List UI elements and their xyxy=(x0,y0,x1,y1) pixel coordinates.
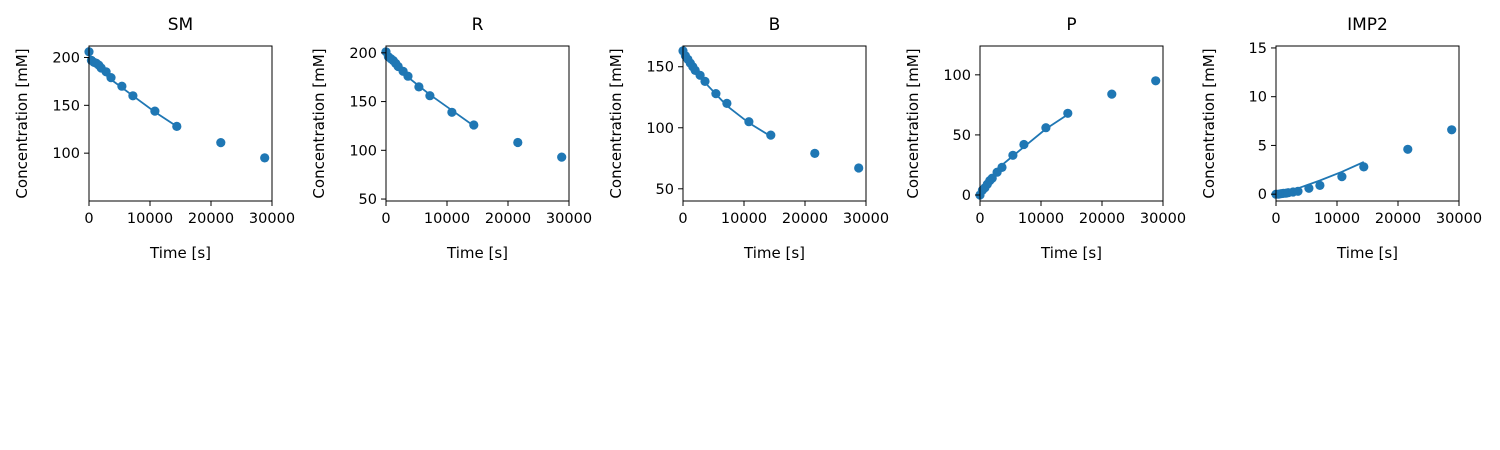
chart-panel-2: B 0 10000 20000 30000 50 100 150 Time [s] Concent… xyxy=(607,15,889,262)
data-point xyxy=(700,76,710,86)
data-point xyxy=(557,152,567,162)
data-point xyxy=(117,81,127,91)
data-point xyxy=(1041,123,1051,133)
chart-title: R xyxy=(472,15,484,35)
x-axis-label: Time [s] xyxy=(1040,244,1102,262)
data-point xyxy=(513,137,523,148)
data-point xyxy=(469,120,479,130)
y-tick-label: 150 xyxy=(52,98,80,114)
data-point xyxy=(722,98,732,108)
x-tick-label: 20000 xyxy=(1079,211,1125,227)
data-point xyxy=(1403,144,1413,154)
data-point xyxy=(1107,89,1117,99)
x-tick-label: 20000 xyxy=(782,211,828,227)
x-tick-label: 30000 xyxy=(843,211,889,227)
x-tick-label: 10000 xyxy=(721,211,767,227)
chart-title: SM xyxy=(168,15,193,35)
data-point xyxy=(1008,150,1018,160)
x-tick-label: 10000 xyxy=(1314,211,1360,227)
data-point xyxy=(1151,76,1161,86)
x-tick-label: 10000 xyxy=(424,211,470,227)
x-tick-label: 20000 xyxy=(1375,211,1421,227)
data-point xyxy=(1359,162,1369,172)
x-tick-label: 0 xyxy=(381,211,390,227)
x-tick-label: 20000 xyxy=(188,211,234,227)
y-axis-label: Concentration [mM] xyxy=(1200,48,1218,198)
data-point xyxy=(997,162,1007,172)
data-point xyxy=(810,148,820,158)
chart-panel-1: R 0 10000 20000 30000 50 100 150 200 Time [s] Conc… xyxy=(310,15,592,262)
data-point xyxy=(1304,183,1314,193)
data-point xyxy=(711,89,721,99)
data-point xyxy=(1315,180,1325,190)
y-tick-label: 0 xyxy=(962,188,971,204)
y-tick-label: 100 xyxy=(52,146,80,162)
data-point xyxy=(128,91,138,101)
y-tick-label: 150 xyxy=(349,95,377,111)
data-point xyxy=(1293,186,1303,196)
x-axis-label: Time [s] xyxy=(743,244,805,262)
data-point xyxy=(425,91,435,101)
y-tick-label: 50 xyxy=(953,128,971,144)
data-point xyxy=(106,73,116,83)
chart-title: P xyxy=(1066,15,1076,35)
y-axis-label: Concentration [mM] xyxy=(13,48,31,198)
data-point xyxy=(1447,125,1457,135)
y-tick-label: 100 xyxy=(943,68,971,84)
x-tick-label: 0 xyxy=(84,211,93,227)
x-axis-label: Time [s] xyxy=(446,244,508,262)
y-tick-label: 50 xyxy=(359,192,377,208)
y-axis-label: Concentration [mM] xyxy=(310,48,328,198)
chart-panel-3: P 0 10000 20000 30000 0 50 100 Time [s] Concentra… xyxy=(904,15,1186,262)
data-point xyxy=(447,107,457,117)
data-point xyxy=(1019,139,1029,150)
y-tick-label: 200 xyxy=(52,50,80,66)
x-tick-label: 30000 xyxy=(249,211,295,227)
x-tick-label: 10000 xyxy=(1018,211,1064,227)
data-point xyxy=(403,71,413,81)
data-point xyxy=(1063,108,1073,118)
y-axis-label: Concentration [mM] xyxy=(904,48,922,198)
x-tick-label: 0 xyxy=(1271,211,1280,227)
y-tick-label: 10 xyxy=(1249,90,1267,106)
x-tick-label: 10000 xyxy=(127,211,173,227)
data-point xyxy=(216,138,226,148)
x-tick-label: 0 xyxy=(975,211,984,227)
data-point xyxy=(766,130,776,140)
chart-title: B xyxy=(769,15,781,35)
x-axis-label: Time [s] xyxy=(1336,244,1398,262)
y-tick-label: 100 xyxy=(646,121,674,137)
plot-frame xyxy=(979,45,1164,202)
data-point xyxy=(150,106,160,116)
data-point xyxy=(744,117,754,127)
plot-frame xyxy=(1275,45,1460,202)
x-tick-label: 30000 xyxy=(546,211,592,227)
y-tick-label: 200 xyxy=(349,46,377,62)
plot-frame xyxy=(385,45,570,202)
x-tick-label: 20000 xyxy=(485,211,531,227)
data-point xyxy=(260,153,270,163)
data-point xyxy=(854,163,864,173)
plot-frame xyxy=(88,45,273,202)
x-tick-label: 0 xyxy=(678,211,687,227)
data-point xyxy=(414,82,424,92)
plot-frame xyxy=(682,45,867,202)
chart-panel-4: IMP2 0 10000 20000 30000 0 5 10 15 Time [s] Concen… xyxy=(1200,15,1482,262)
y-tick-label: 15 xyxy=(1249,41,1267,57)
x-tick-label: 30000 xyxy=(1436,211,1482,227)
data-point xyxy=(695,70,705,80)
y-tick-label: 0 xyxy=(1258,187,1267,203)
y-tick-label: 50 xyxy=(656,182,674,198)
chart-title: IMP2 xyxy=(1347,15,1388,35)
y-axis-label: Concentration [mM] xyxy=(607,48,625,198)
y-tick-label: 150 xyxy=(646,60,674,76)
y-tick-label: 5 xyxy=(1258,138,1267,154)
x-axis-label: Time [s] xyxy=(149,244,211,262)
x-tick-label: 30000 xyxy=(1140,211,1186,227)
chart-panel-0: SM 0 10000 20000 30000 100 150 200 Time [s] Conce… xyxy=(13,15,295,262)
y-tick-label: 100 xyxy=(349,143,377,159)
data-point xyxy=(1337,172,1347,182)
data-point xyxy=(172,121,182,131)
